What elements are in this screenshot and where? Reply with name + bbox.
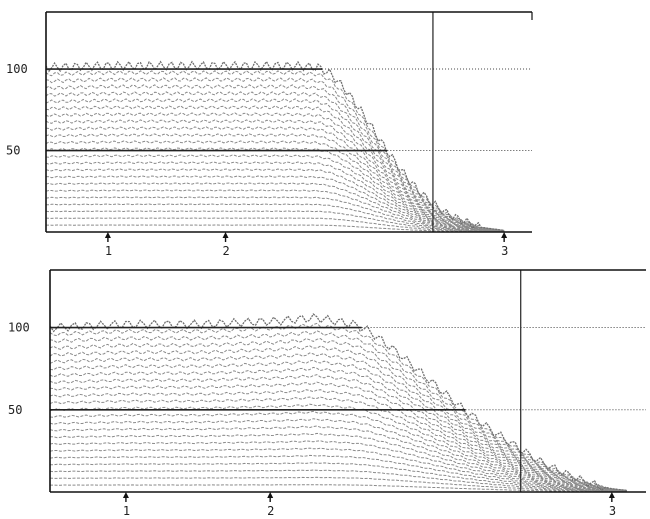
series-trace-line bbox=[49, 396, 628, 492]
marker-arrow-icon bbox=[122, 492, 129, 498]
series-trace-line bbox=[49, 359, 628, 492]
series-trace-line bbox=[49, 337, 628, 492]
marker-label: 3 bbox=[609, 504, 616, 518]
bottom-chart: 100 50 1 2 3 bbox=[8, 269, 646, 518]
series-trace-line bbox=[49, 381, 628, 492]
series-trace-line bbox=[49, 374, 628, 492]
marker-label: 2 bbox=[223, 244, 230, 258]
series-trace-line bbox=[45, 168, 505, 232]
series-trace-line bbox=[45, 119, 505, 232]
series-trace-line bbox=[49, 440, 628, 492]
marker-label: 2 bbox=[267, 504, 274, 518]
y-tick-label: 50 bbox=[8, 403, 22, 417]
series-trace-line bbox=[49, 469, 628, 493]
series-trace-line bbox=[45, 140, 505, 232]
y-tick-label: 100 bbox=[8, 321, 30, 335]
series-trace-line bbox=[45, 161, 505, 232]
series-trace-line bbox=[49, 432, 628, 492]
y-tick-label: 100 bbox=[6, 62, 28, 76]
marker-label: 1 bbox=[123, 504, 130, 518]
series-trace-line bbox=[45, 175, 505, 232]
series-trace-line bbox=[45, 154, 505, 232]
marker-label: 3 bbox=[501, 244, 508, 258]
series-trace-line bbox=[45, 203, 505, 233]
marker-label: 1 bbox=[105, 244, 112, 258]
series-trace-line bbox=[49, 330, 628, 491]
series-trace-line bbox=[45, 182, 505, 232]
series-traces bbox=[45, 60, 505, 233]
series-trace-line bbox=[45, 91, 505, 232]
series-trace-line bbox=[45, 196, 505, 233]
series-trace-line bbox=[49, 366, 628, 492]
series-trace-line bbox=[49, 403, 628, 492]
marker-arrow-icon bbox=[104, 232, 111, 238]
series-trace-line bbox=[49, 410, 628, 492]
series-trace-line bbox=[45, 112, 505, 232]
series-trace-line bbox=[45, 77, 505, 231]
marker-arrow-icon bbox=[267, 492, 274, 498]
series-trace-line bbox=[45, 217, 505, 233]
series-trace-line bbox=[49, 476, 628, 493]
series-trace-line bbox=[45, 210, 505, 233]
series-traces bbox=[49, 313, 628, 493]
series-trace-line bbox=[45, 105, 505, 232]
series-trace-line bbox=[49, 352, 628, 492]
marker-arrow-icon bbox=[222, 232, 229, 238]
series-trace-line bbox=[49, 418, 628, 492]
series-trace-line bbox=[49, 425, 628, 492]
series-trace-line bbox=[45, 126, 505, 232]
series-trace-line bbox=[45, 189, 505, 233]
series-trace-line bbox=[45, 98, 505, 232]
series-trace-line bbox=[45, 84, 505, 232]
marker-arrow-icon bbox=[608, 492, 615, 498]
series-trace-line bbox=[50, 484, 627, 493]
series-trace-line bbox=[45, 147, 505, 232]
series-trace-line bbox=[45, 133, 505, 232]
marker-arrow-icon bbox=[501, 232, 508, 238]
series-trace-line bbox=[49, 345, 628, 492]
top-chart: 100 50 1 2 3 bbox=[6, 11, 533, 258]
series-trace-line bbox=[45, 60, 505, 232]
series-trace-line bbox=[49, 454, 628, 493]
series-trace-line bbox=[49, 462, 627, 493]
series-trace-line bbox=[49, 322, 628, 491]
series-trace-line bbox=[49, 447, 628, 493]
y-tick-label: 50 bbox=[6, 144, 20, 158]
series-trace-line bbox=[49, 389, 628, 492]
